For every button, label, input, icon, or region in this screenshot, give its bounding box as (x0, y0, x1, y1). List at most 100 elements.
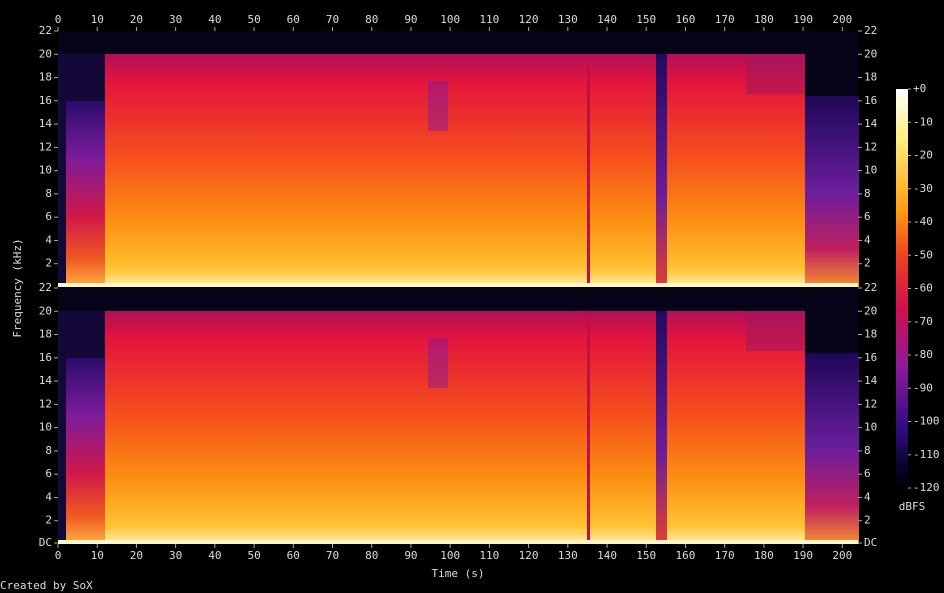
colorbar-tick-label: -120 (913, 481, 940, 494)
y-tick-label-right: 10 (864, 421, 877, 434)
y-tick-label: 20 (39, 304, 52, 317)
y-tick-label-right: 10 (864, 164, 877, 177)
y-tick-label-right: 18 (864, 71, 877, 84)
x-tick-label-top: 50 (247, 13, 260, 26)
x-tick-label: 80 (365, 549, 378, 562)
y-tick-label: 20 (39, 47, 52, 60)
y-tick-label-right: 8 (864, 444, 871, 457)
x-tick-label-top: 140 (597, 13, 617, 26)
y-tick-label-right: 12 (864, 140, 877, 153)
y-tick-label-right: 22 (864, 281, 877, 294)
spectrogram-channel-1 (58, 31, 859, 287)
y-tick-label-right: 6 (864, 210, 871, 223)
x-tick-label: 70 (326, 549, 339, 562)
colorbar-tick-label: -80 (913, 348, 933, 361)
x-tick-label-top: 70 (326, 13, 339, 26)
colorbar-tick-label: -10 (913, 115, 933, 128)
y-tick-label-right: DC (864, 536, 877, 549)
y-tick-label-right: 4 (864, 490, 871, 503)
y-tick-label-right: 6 (864, 467, 871, 480)
x-tick-label: 10 (91, 549, 104, 562)
x-tick-label: 50 (247, 549, 260, 562)
y-tick-label: 14 (39, 117, 53, 130)
colorbar-tick-label: -60 (913, 282, 933, 295)
y-tick-label: 4 (45, 490, 52, 503)
x-tick-label-top: 200 (832, 13, 852, 26)
footer: Created by SoX (0, 579, 93, 592)
x-tick-label-top: 130 (558, 13, 578, 26)
x-tick-label: 200 (832, 549, 852, 562)
colorbar-tick-label: -50 (913, 248, 933, 261)
x-tick-label: 40 (208, 549, 221, 562)
colorbar-tick-label: -90 (913, 381, 933, 394)
colorbar-label: dBFS (899, 500, 926, 513)
y-tick-label-right: 12 (864, 397, 877, 410)
x-tick-label: 170 (715, 549, 735, 562)
x-tick-label-top: 100 (440, 13, 460, 26)
x-tick-label-top: 80 (365, 13, 378, 26)
y-tick-label: 14 (39, 374, 53, 387)
colorbar-tick-label: -30 (913, 182, 933, 195)
colorbar-tick-label: -20 (913, 149, 933, 162)
y-tick-label: 10 (39, 421, 52, 434)
x-tick-label: 100 (440, 549, 460, 562)
spectrogram-channel-2 (58, 288, 859, 544)
y-tick-label-right: 8 (864, 187, 871, 200)
y-tick-label-right: 20 (864, 304, 877, 317)
y-tick-label: 18 (39, 71, 52, 84)
y-tick-label: 12 (39, 397, 52, 410)
x-tick-label-top: 30 (169, 13, 182, 26)
y-axis-label: Frequency (kHz) (11, 238, 24, 337)
y-tick-label: 2 (45, 514, 52, 527)
x-tick-label-top: 120 (519, 13, 539, 26)
x-tick-label-top: 20 (130, 13, 143, 26)
y-tick-label: 4 (45, 233, 52, 246)
y-tick-label-right: 18 (864, 328, 877, 341)
x-tick-label: 0 (55, 549, 62, 562)
y-tick-label: 8 (45, 187, 52, 200)
y-tick-label: 16 (39, 351, 52, 364)
y-tick-label-right: 14 (864, 374, 878, 387)
x-tick-label: 60 (287, 549, 300, 562)
x-tick-label-top: 10 (91, 13, 104, 26)
y-tick-label-right: 20 (864, 47, 877, 60)
x-tick-label: 160 (676, 549, 696, 562)
y-tick-label-right: 22 (864, 24, 877, 37)
x-tick-label-top: 0 (55, 13, 62, 26)
y-tick-label-right: 16 (864, 351, 877, 364)
colorbar (896, 89, 908, 488)
x-axis-label: Time (s) (432, 567, 485, 580)
y-tick-label: 6 (45, 467, 52, 480)
colorbar-tick-label: -110 (913, 448, 940, 461)
x-tick-label-top: 190 (793, 13, 813, 26)
y-tick-label: 16 (39, 94, 52, 107)
x-tick-label: 20 (130, 549, 143, 562)
colorbar-tick-label: -70 (913, 315, 933, 328)
x-tick-label: 90 (404, 549, 417, 562)
y-tick-label: 12 (39, 140, 52, 153)
x-tick-label: 130 (558, 549, 578, 562)
x-tick-label-top: 90 (404, 13, 417, 26)
colorbar-tick-label: -100 (913, 415, 940, 428)
y-tick-label: 22 (39, 281, 52, 294)
x-tick-label: 120 (519, 549, 539, 562)
x-tick-label-top: 110 (479, 13, 499, 26)
x-tick-label-top: 60 (287, 13, 300, 26)
y-tick-label: 10 (39, 164, 52, 177)
colorbar-tick-label: -40 (913, 215, 933, 228)
x-tick-label: 150 (636, 549, 656, 562)
y-tick-label-right: 14 (864, 117, 878, 130)
x-tick-label-top: 170 (715, 13, 735, 26)
y-tick-label-right: 2 (864, 257, 871, 270)
y-tick-label: 18 (39, 328, 52, 341)
y-tick-label-right: 16 (864, 94, 877, 107)
y-tick-label: 2 (45, 257, 52, 270)
x-tick-label: 180 (754, 549, 774, 562)
x-tick-label: 190 (793, 549, 813, 562)
x-tick-label-top: 180 (754, 13, 774, 26)
x-tick-label: 110 (479, 549, 499, 562)
x-tick-label-top: 150 (636, 13, 656, 26)
y-tick-label: 8 (45, 444, 52, 457)
